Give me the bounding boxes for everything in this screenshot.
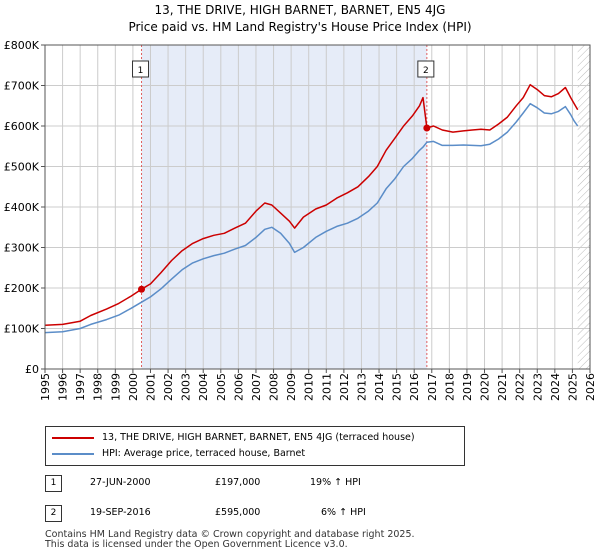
attribution-footer: Contains HM Land Registry data © Crown c… [45, 530, 415, 550]
x-tick-label: 2007 [250, 373, 263, 401]
chart-subtitle: Price paid vs. HM Land Registry's House … [128, 20, 471, 34]
sale-marker-label: 1 [138, 66, 144, 76]
price-chart: 13, THE DRIVE, HIGH BARNET, BARNET, EN5 … [4, 3, 597, 401]
x-tick-label: 2022 [514, 373, 527, 401]
x-tick-label: 2011 [320, 373, 333, 401]
x-tick-label: 2019 [461, 373, 474, 401]
x-tick-label: 2025 [566, 373, 579, 401]
sale-point [138, 285, 146, 293]
x-tick-label: 2015 [391, 373, 404, 401]
x-tick-label: 2020 [479, 373, 492, 401]
x-tick-label: 2013 [355, 373, 368, 401]
sale-date: 19-SEP-2016 [90, 507, 151, 518]
sale-marker-label: 2 [423, 66, 429, 76]
sale-point [423, 124, 431, 132]
x-tick-label: 1998 [92, 373, 105, 401]
x-tick-label: 2008 [268, 373, 281, 401]
x-tick-label: 2014 [373, 373, 386, 401]
x-tick-label: 1996 [57, 373, 70, 401]
hpi-line [44, 102, 579, 334]
x-tick-label: 2004 [197, 373, 210, 401]
chart-title: 13, THE DRIVE, HIGH BARNET, BARNET, EN5 … [155, 3, 446, 17]
x-tick-label: 2000 [127, 373, 140, 401]
y-tick-label: £600K [4, 120, 40, 133]
sale-number-badge: 1 [45, 475, 62, 492]
x-tick-label: 2017 [426, 373, 439, 401]
x-tick-label: 2024 [549, 373, 562, 401]
y-tick-label: £200K [4, 282, 40, 295]
x-tick-label: 2012 [338, 373, 351, 401]
x-tick-label: 2010 [303, 373, 316, 401]
footer-line-1: Contains HM Land Registry data © Crown c… [45, 529, 415, 540]
legend-line-red [52, 437, 94, 439]
x-tick-label: 2021 [496, 373, 509, 401]
x-tick-label: 1997 [74, 373, 87, 401]
legend-property-label: 13, THE DRIVE, HIGH BARNET, BARNET, EN5 … [102, 432, 415, 443]
legend-hpi-label: HPI: Average price, terraced house, Barn… [102, 448, 306, 459]
y-tick-label: £400K [4, 201, 40, 214]
x-tick-label: 2016 [408, 373, 421, 401]
x-tick-label: 1995 [39, 373, 52, 401]
x-tick-label: 2026 [584, 373, 597, 401]
sale-price: £595,000 [215, 507, 261, 518]
sale-marker-box [417, 60, 435, 78]
sale-date: 27-JUN-2000 [90, 477, 151, 488]
sale-hpi-change: 19% ↑ HPI [310, 477, 361, 488]
sale-price: £197,000 [215, 477, 261, 488]
y-tick-label: £700K [4, 80, 40, 93]
x-tick-label: 1999 [109, 373, 122, 401]
x-tick-label: 2005 [215, 373, 228, 401]
x-tick-label: 2023 [531, 373, 544, 401]
y-tick-label: £100K [4, 323, 40, 336]
chart-legend: 13, THE DRIVE, HIGH BARNET, BARNET, EN5 … [45, 426, 465, 466]
x-tick-label: 2002 [162, 373, 175, 401]
y-tick-label: £800K [4, 39, 40, 52]
footer-line-2: This data is licensed under the Open Gov… [45, 539, 348, 550]
property-price-line [44, 83, 579, 327]
x-tick-label: 2009 [285, 373, 298, 401]
sale-number-badge: 2 [45, 505, 62, 522]
y-tick-label: £300K [4, 242, 40, 255]
sale-hpi-change: 6% ↑ HPI [321, 507, 366, 518]
sale-marker-box [132, 60, 150, 78]
x-tick-label: 2003 [180, 373, 193, 401]
y-tick-label: £0 [25, 363, 39, 376]
x-tick-label: 2001 [144, 373, 157, 401]
y-tick-label: £500K [4, 161, 40, 174]
x-tick-label: 2018 [443, 373, 456, 401]
x-tick-label: 2006 [232, 373, 245, 401]
legend-line-blue [52, 453, 94, 455]
